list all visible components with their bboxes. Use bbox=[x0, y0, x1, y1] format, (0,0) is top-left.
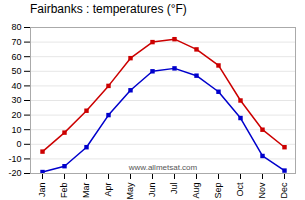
svg-text:30: 30 bbox=[11, 95, 21, 105]
svg-text:Apr: Apr bbox=[103, 183, 113, 197]
html-text:Fairbanks : temperatures (°F): Fairbanks : temperatures (°F) bbox=[30, 2, 187, 16]
svg-text:50: 50 bbox=[11, 66, 21, 76]
svg-text:Oct: Oct bbox=[235, 182, 245, 197]
svg-text:0: 0 bbox=[16, 139, 21, 149]
svg-text:-20: -20 bbox=[8, 168, 21, 178]
svg-text:60: 60 bbox=[11, 52, 21, 62]
svg-text:Feb: Feb bbox=[59, 183, 69, 199]
svg-text:Jul: Jul bbox=[169, 183, 179, 195]
svg-text:Aug: Aug bbox=[191, 183, 201, 199]
svg-text:www.allmetsat.com: www.allmetsat.com bbox=[128, 163, 198, 172]
svg-text:20: 20 bbox=[11, 110, 21, 120]
svg-text:80: 80 bbox=[11, 22, 21, 32]
svg-text:40: 40 bbox=[11, 81, 21, 91]
svg-text:May: May bbox=[125, 182, 135, 199]
svg-text:Jan: Jan bbox=[37, 183, 47, 198]
svg-text:-10: -10 bbox=[8, 154, 21, 164]
svg-text:Nov: Nov bbox=[257, 182, 267, 199]
svg-text:Sep: Sep bbox=[213, 183, 223, 199]
svg-text:Jun: Jun bbox=[147, 183, 157, 198]
svg-text:Mar: Mar bbox=[81, 182, 91, 198]
svg-text:70: 70 bbox=[11, 37, 21, 47]
svg-text:10: 10 bbox=[11, 125, 21, 135]
svg-text:Dec: Dec bbox=[279, 182, 289, 199]
